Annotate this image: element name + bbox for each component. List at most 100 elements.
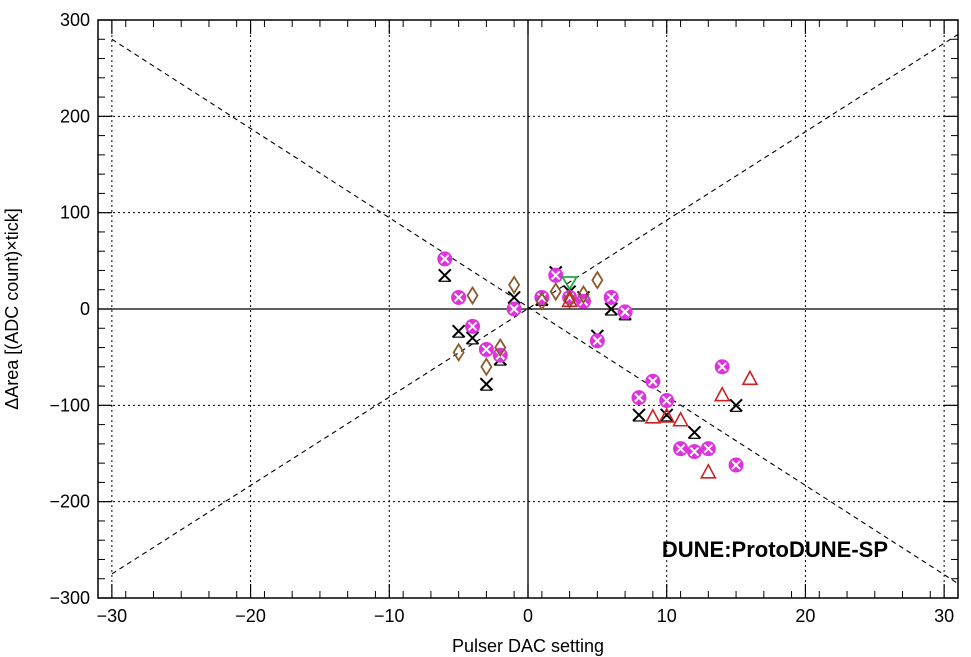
marker-stroke — [481, 344, 492, 355]
data-point — [561, 276, 579, 291]
marker-stroke — [451, 324, 466, 338]
data-point — [589, 333, 605, 349]
axis-ticks — [97, 19, 959, 599]
marker-outline — [452, 342, 465, 363]
marker-outline — [561, 276, 579, 291]
marker-outline — [672, 411, 689, 427]
data-point — [699, 463, 717, 479]
y-tick-label: 200 — [60, 106, 90, 126]
x-tick-label: 30 — [934, 606, 954, 626]
marker-outline — [549, 281, 562, 302]
x-tick-label: −30 — [97, 606, 128, 626]
data-point — [687, 425, 702, 440]
marker-stroke — [634, 392, 644, 403]
y-axis-label: ΔArea [(ADC count)×tick] — [2, 208, 22, 410]
reference-line — [111, 38, 958, 585]
data-point — [714, 359, 730, 375]
data-point — [506, 301, 522, 317]
marker-outline — [699, 463, 717, 479]
y-tick-labels: −300 −200 −100 0 100 200 300 — [49, 10, 90, 608]
marker-stroke — [592, 336, 603, 346]
marker-stroke — [537, 292, 547, 303]
x-tick-label: −10 — [374, 606, 405, 626]
data-point — [478, 341, 494, 357]
data-point — [437, 251, 453, 267]
data-point — [535, 291, 548, 311]
marker-stroke — [632, 408, 646, 422]
marker-stroke — [438, 268, 452, 282]
data-point — [645, 373, 661, 389]
data-point — [603, 289, 619, 305]
marker-stroke — [551, 270, 561, 280]
data-point — [479, 377, 494, 391]
marker-outline — [561, 291, 578, 308]
data-point — [465, 331, 480, 345]
data-point — [741, 369, 759, 386]
y-tick-label: 100 — [60, 203, 90, 223]
data-point — [673, 441, 689, 457]
marker-stroke — [620, 307, 630, 317]
x-axis-label: Pulser DAC setting — [452, 636, 604, 656]
data-point — [644, 408, 662, 424]
data-point — [686, 444, 702, 460]
marker-outline — [713, 386, 731, 402]
data-point — [729, 398, 743, 413]
data-point — [548, 267, 564, 283]
marker-stroke — [703, 443, 714, 454]
data-point — [591, 270, 604, 290]
marker-stroke — [731, 460, 741, 470]
data-point — [713, 386, 731, 402]
data-point — [617, 304, 633, 320]
y-tick-label: −100 — [49, 395, 90, 415]
x-tick-label: 0 — [523, 606, 533, 626]
data-point — [658, 407, 676, 423]
data-point — [451, 289, 467, 305]
marker-stroke — [717, 362, 727, 372]
marker-stroke — [648, 376, 658, 386]
data-point — [438, 268, 452, 282]
data-point — [494, 337, 507, 358]
marker-outline — [494, 337, 507, 358]
data-point — [577, 284, 590, 305]
data-point — [452, 342, 465, 363]
data-point — [534, 289, 550, 305]
marker-outline — [563, 289, 576, 310]
data-point — [660, 408, 674, 422]
reference-line — [111, 33, 958, 575]
y-tick-label: −300 — [49, 588, 90, 608]
data-point — [659, 393, 675, 409]
data-point — [728, 457, 744, 473]
marker-stroke — [729, 398, 743, 413]
marker-stroke — [479, 377, 494, 391]
marker-outline — [591, 270, 604, 290]
marker-stroke — [467, 321, 478, 332]
data-point — [672, 411, 689, 427]
marker-stroke — [606, 292, 616, 303]
marker-stroke — [604, 302, 618, 316]
marker-stroke — [453, 292, 464, 303]
data-point — [631, 390, 647, 406]
marker-stroke — [465, 331, 480, 345]
zero-lines — [98, 20, 958, 598]
x-tick-label: 20 — [795, 606, 815, 626]
marker-outline — [658, 407, 676, 423]
data-point — [549, 281, 562, 302]
marker-stroke — [675, 443, 686, 454]
marker-stroke — [660, 408, 674, 422]
watermark-label: DUNE:ProtoDUNE-SP — [662, 537, 888, 562]
data-point — [466, 285, 479, 306]
marker-stroke — [509, 304, 519, 314]
data-point — [561, 291, 578, 308]
data-point — [480, 357, 493, 377]
marker-outline — [466, 285, 479, 306]
data-point — [632, 408, 646, 422]
data-point — [563, 289, 576, 310]
marker-stroke — [507, 290, 521, 305]
marker-outline — [577, 284, 590, 305]
marker-outline — [480, 357, 493, 377]
marker-outline — [535, 291, 548, 311]
marker-outline — [741, 369, 759, 386]
x-tick-label: 10 — [657, 606, 677, 626]
marker-outline — [644, 408, 662, 424]
